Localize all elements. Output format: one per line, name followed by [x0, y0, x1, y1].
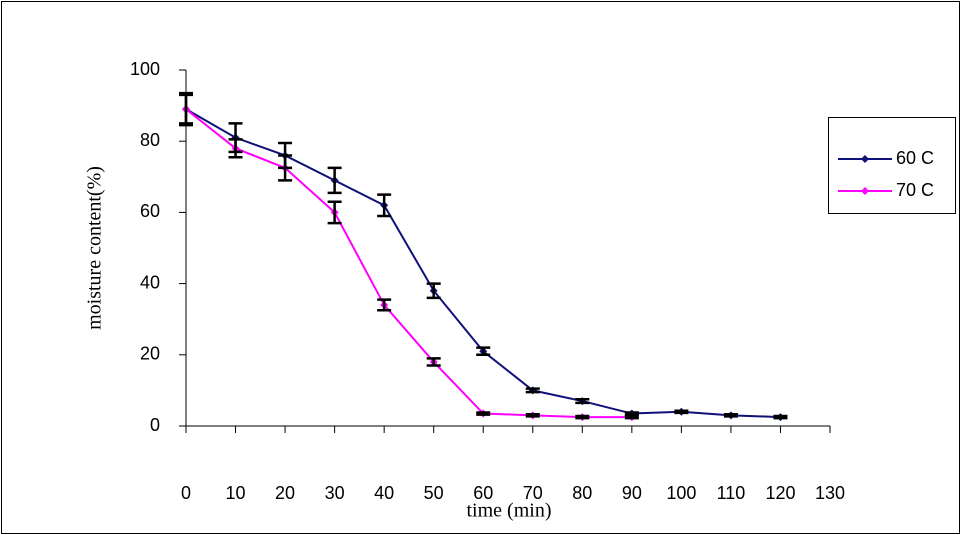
error-bar	[476, 411, 491, 416]
x-tick-label: 100	[666, 483, 696, 503]
x-tick-label: 130	[815, 483, 845, 503]
y-tick-label: 0	[150, 415, 160, 435]
error-bar	[228, 138, 243, 159]
error-bar	[723, 413, 738, 418]
error-bar	[327, 200, 342, 225]
error-bar	[426, 357, 441, 367]
x-tick-label: 60	[473, 483, 493, 503]
error-bar	[476, 346, 491, 357]
legend-marker	[861, 155, 869, 163]
y-tick-label: 80	[140, 130, 160, 150]
error-bar	[674, 409, 689, 415]
legend-marker	[861, 187, 869, 195]
x-tick-label: 30	[325, 483, 345, 503]
series-line	[185, 108, 632, 419]
legend-label: 60 C	[896, 148, 934, 168]
x-tick-label: 10	[226, 483, 246, 503]
error-bar	[426, 282, 441, 300]
error-bar	[278, 154, 293, 182]
x-tick-label: 120	[765, 483, 795, 503]
legend-label: 70 C	[896, 180, 934, 200]
error-bar	[377, 193, 392, 218]
error-bar	[624, 411, 639, 416]
x-tick-label: 70	[523, 483, 543, 503]
y-tick-label: 60	[140, 201, 160, 221]
error-bar	[377, 298, 392, 312]
x-tick-label: 110	[717, 483, 746, 503]
error-bar	[773, 414, 788, 420]
x-tick-label: 90	[622, 483, 642, 503]
error-bar	[575, 414, 590, 420]
y-tick-label: 40	[140, 272, 160, 292]
error-bar	[525, 413, 540, 418]
x-tick-label: 80	[572, 483, 592, 503]
error-bar	[624, 414, 639, 420]
x-tick-label: 20	[275, 483, 295, 503]
y-axis-title: moisture content(%)	[84, 166, 106, 330]
error-bar	[327, 166, 342, 195]
x-tick-label: 0	[181, 483, 191, 503]
x-tick-label: 40	[374, 483, 394, 503]
legend-box	[828, 117, 956, 214]
y-tick-label: 100	[130, 59, 160, 79]
error-bar	[575, 398, 590, 405]
y-tick-label: 20	[140, 344, 160, 364]
x-tick-label: 50	[424, 483, 444, 503]
x-axis-title: time (min)	[467, 500, 552, 522]
error-bar	[179, 93, 193, 125]
error-bar	[525, 387, 540, 394]
